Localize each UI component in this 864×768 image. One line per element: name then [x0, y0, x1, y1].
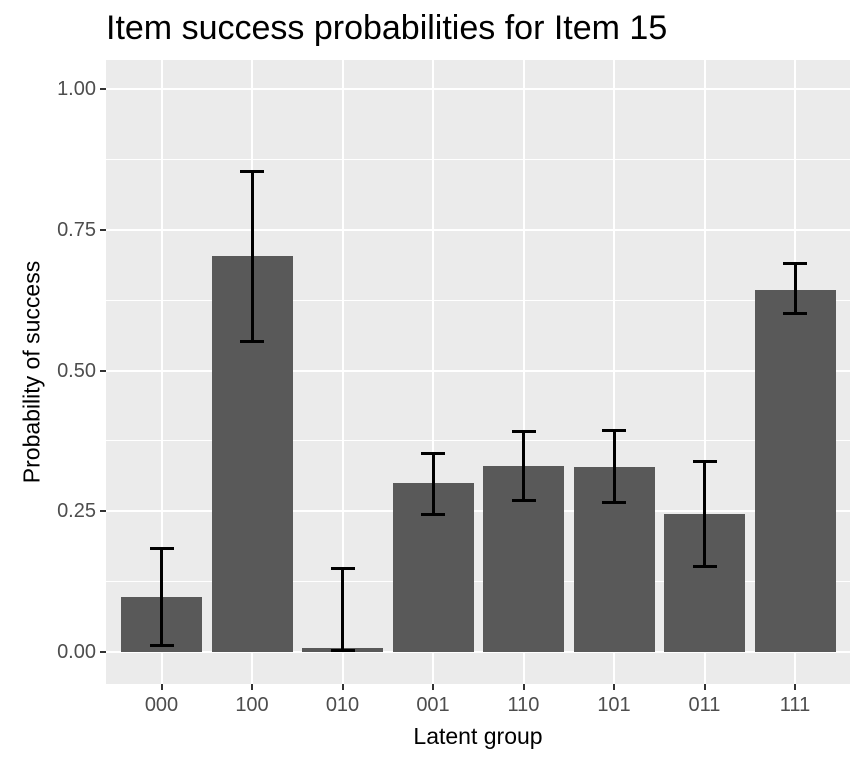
x-tick-label: 000	[144, 694, 179, 716]
errorbar-cap-bottom-100	[240, 339, 264, 343]
y-tick-label: 0.75	[57, 218, 96, 241]
x-tick-label: 101	[597, 694, 631, 716]
errorbar-cap-bottom-101	[602, 500, 626, 504]
y-tick-label: 0.00	[57, 641, 96, 663]
errorbar-cap-bottom-111	[783, 312, 807, 316]
minor-gridline	[106, 440, 850, 442]
errorbar-101	[612, 430, 616, 503]
errorbar-cap-top-001	[421, 452, 445, 456]
errorbar-cap-bottom-110	[511, 499, 536, 503]
x-axis-title: Latent group	[413, 723, 543, 749]
x-tick-mark	[703, 684, 706, 690]
bar-111	[754, 289, 836, 652]
plot-panel	[106, 60, 850, 684]
x-major-gridline	[703, 60, 706, 684]
x-tick-mark	[251, 684, 253, 690]
x-major-gridline	[613, 60, 615, 684]
errorbar-cap-bottom-000	[149, 643, 174, 647]
major-gridline	[106, 510, 850, 513]
errorbar-cap-bottom-010	[330, 649, 355, 653]
errorbar-cap-top-111	[783, 261, 807, 265]
errorbar-111	[793, 262, 797, 315]
errorbar-000	[160, 547, 163, 646]
x-tick-label: 011	[688, 694, 721, 716]
errorbar-cap-bottom-001	[421, 513, 445, 517]
errorbar-cap-top-100	[240, 170, 264, 174]
errorbar-cap-top-000	[149, 546, 174, 550]
x-major-gridline	[160, 60, 163, 684]
chart-title: Item success probabilities for Item 15	[106, 9, 668, 47]
errorbar-cap-top-101	[602, 429, 626, 433]
x-major-gridline	[432, 60, 434, 684]
x-tick-label: 001	[416, 694, 450, 716]
x-tick-label: 100	[235, 694, 269, 716]
y-tick-mark	[100, 369, 106, 372]
y-tick-mark	[100, 651, 106, 653]
major-gridline	[106, 228, 850, 231]
x-tick-label: 111	[779, 694, 811, 716]
errorbar-cap-top-010	[330, 567, 355, 571]
x-tick-mark	[522, 684, 525, 690]
errorbar-011	[703, 461, 706, 567]
major-gridline	[106, 88, 850, 90]
minor-gridline	[106, 299, 850, 301]
x-tick-label: 110	[507, 694, 540, 716]
y-tick-label: 0.25	[57, 500, 96, 523]
errorbar-cap-top-011	[692, 460, 717, 464]
y-tick-label: 1.00	[57, 78, 96, 100]
major-gridline	[106, 369, 850, 372]
errorbar-100	[250, 171, 254, 342]
x-tick-label: 010	[325, 694, 360, 716]
y-tick-mark	[100, 510, 106, 513]
x-major-gridline	[341, 60, 344, 684]
major-gridline	[106, 651, 850, 653]
errorbar-cap-bottom-011	[692, 564, 717, 568]
x-tick-mark	[613, 684, 615, 690]
y-tick-label: 0.50	[57, 359, 96, 382]
errorbar-110	[522, 430, 525, 502]
x-tick-mark	[794, 684, 796, 690]
minor-gridline	[106, 581, 850, 583]
x-tick-mark	[160, 684, 163, 690]
errorbar-001	[431, 453, 435, 516]
x-major-gridline	[522, 60, 525, 684]
errorbar-010	[341, 568, 344, 652]
x-tick-mark	[341, 684, 344, 690]
y-tick-mark	[100, 228, 106, 231]
minor-gridline	[106, 158, 850, 160]
errorbar-cap-top-110	[511, 429, 536, 433]
x-tick-mark	[432, 684, 434, 690]
y-tick-mark	[100, 88, 106, 90]
